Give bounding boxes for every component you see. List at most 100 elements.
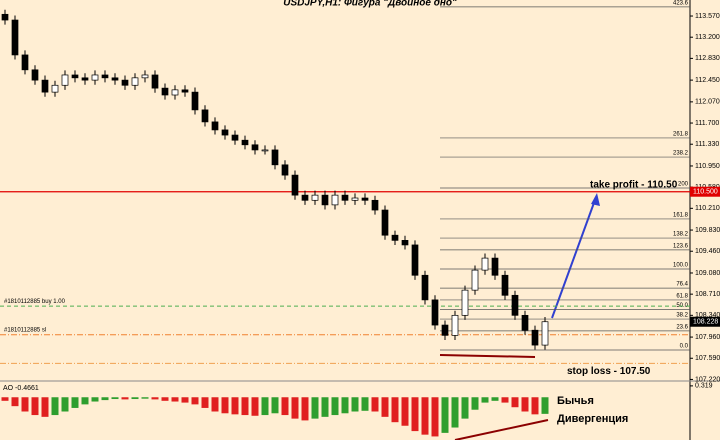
candle-body bbox=[301, 194, 309, 201]
current-price-box bbox=[690, 316, 720, 327]
ao-bar bbox=[101, 397, 109, 401]
candle-body bbox=[421, 274, 429, 301]
ao-bar bbox=[421, 397, 429, 435]
fibo-label: 61.8 bbox=[676, 294, 688, 300]
candle-body bbox=[451, 314, 459, 336]
ao-bar bbox=[301, 397, 309, 421]
fibo-label: 138.2 bbox=[673, 232, 689, 238]
ao-bar bbox=[231, 397, 239, 415]
fibo-label: 161.8 bbox=[673, 213, 689, 219]
ao-bar bbox=[121, 397, 129, 400]
ao-bar bbox=[351, 397, 359, 412]
take-profit-price: 110.500 bbox=[693, 189, 718, 196]
candle-body bbox=[141, 74, 149, 79]
fibo-label: 423.6 bbox=[673, 0, 689, 6]
ao-bar bbox=[21, 397, 29, 412]
ao-bar bbox=[511, 397, 519, 408]
candle-body bbox=[281, 164, 289, 176]
candle-body bbox=[61, 74, 69, 86]
ao-bar bbox=[1, 397, 9, 401]
ao-bar bbox=[271, 397, 279, 414]
candle-body bbox=[341, 194, 349, 201]
candle-body bbox=[131, 77, 139, 86]
order-label: #1810112885 sl bbox=[4, 327, 46, 333]
ao-bar bbox=[521, 397, 529, 412]
candle-body bbox=[471, 269, 479, 291]
candle-body bbox=[261, 149, 269, 152]
ao-bar bbox=[211, 397, 219, 412]
annotation-text: Дивергенция bbox=[557, 413, 628, 425]
y-tick-label: 109.830 bbox=[695, 227, 720, 234]
ao-bar bbox=[241, 397, 249, 416]
candle-body bbox=[431, 299, 439, 326]
ao-bar bbox=[541, 397, 549, 414]
ao-bar bbox=[281, 397, 289, 416]
ao-bar bbox=[191, 397, 199, 405]
fibo-label: 23.6 bbox=[676, 324, 688, 330]
y-tick-label: 109.080 bbox=[695, 270, 720, 277]
candle-body bbox=[191, 91, 199, 111]
ao-bar bbox=[131, 397, 139, 400]
ao-bar bbox=[261, 397, 269, 416]
ao-bar bbox=[311, 397, 319, 419]
candle-body bbox=[181, 89, 189, 93]
candle-body bbox=[271, 149, 279, 166]
candle-body bbox=[51, 84, 59, 93]
ao-bar bbox=[391, 397, 399, 423]
order-label: #1810112885 buy 1.00 bbox=[4, 299, 66, 305]
candle-body bbox=[541, 321, 549, 346]
ao-bar bbox=[91, 397, 99, 402]
candle-body bbox=[331, 194, 339, 206]
candle-body bbox=[501, 274, 509, 296]
candle-body bbox=[111, 77, 119, 81]
ao-bar bbox=[11, 397, 19, 407]
ao-bar bbox=[141, 397, 149, 399]
candle-body bbox=[361, 197, 369, 201]
y-tick-label: 111.700 bbox=[695, 120, 719, 127]
ao-bar bbox=[251, 397, 259, 416]
ao-bar bbox=[111, 397, 119, 400]
y-tick-label: 111.330 bbox=[695, 141, 719, 148]
candle-body bbox=[211, 121, 219, 131]
y-tick-label: 109.460 bbox=[695, 248, 720, 255]
ao-bar bbox=[401, 397, 409, 426]
ao-bar bbox=[381, 397, 389, 417]
candle-body bbox=[151, 74, 159, 89]
candle-body bbox=[31, 69, 39, 81]
fibo-label: 0.0 bbox=[680, 344, 689, 350]
fibo-label: 200 bbox=[678, 182, 689, 188]
candle-body bbox=[91, 74, 99, 81]
fibo-label: 76.4 bbox=[676, 282, 688, 288]
ao-bar bbox=[31, 397, 39, 416]
fibo-label: 38.2 bbox=[676, 313, 688, 319]
y-tick-label: 110.210 bbox=[695, 205, 720, 212]
y-tick-label: 108.340 bbox=[695, 312, 720, 319]
candle-body bbox=[481, 257, 489, 271]
candle-body bbox=[381, 209, 389, 236]
candle-body bbox=[41, 79, 49, 93]
ao-bar bbox=[221, 397, 229, 414]
candle-body bbox=[531, 329, 539, 346]
candle-body bbox=[461, 289, 469, 316]
ao-bar bbox=[431, 397, 439, 437]
chart-title: USDJPY,H1: Фигура "Двойное дно" bbox=[283, 0, 457, 9]
ao-bar bbox=[171, 397, 179, 402]
divergence-line bbox=[454, 419, 549, 440]
ao-bar bbox=[331, 397, 339, 416]
ao-bar bbox=[291, 397, 299, 419]
ao-bar bbox=[81, 397, 89, 405]
ao-bar bbox=[501, 397, 509, 403]
ao-bar bbox=[451, 397, 459, 428]
y-tick-label: 113.200 bbox=[695, 34, 720, 41]
candle-body bbox=[171, 89, 179, 96]
candle-body bbox=[221, 129, 229, 136]
indicator-tick-label: 0.319 bbox=[695, 383, 713, 390]
candle-body bbox=[521, 314, 529, 331]
ao-bar bbox=[471, 397, 479, 410]
candle-body bbox=[441, 324, 449, 336]
current-price-label: 108.228 bbox=[693, 319, 718, 326]
target-arrow bbox=[551, 199, 596, 319]
ao-bar bbox=[51, 397, 59, 416]
ao-bar bbox=[161, 397, 169, 401]
ao-bar bbox=[41, 397, 49, 417]
